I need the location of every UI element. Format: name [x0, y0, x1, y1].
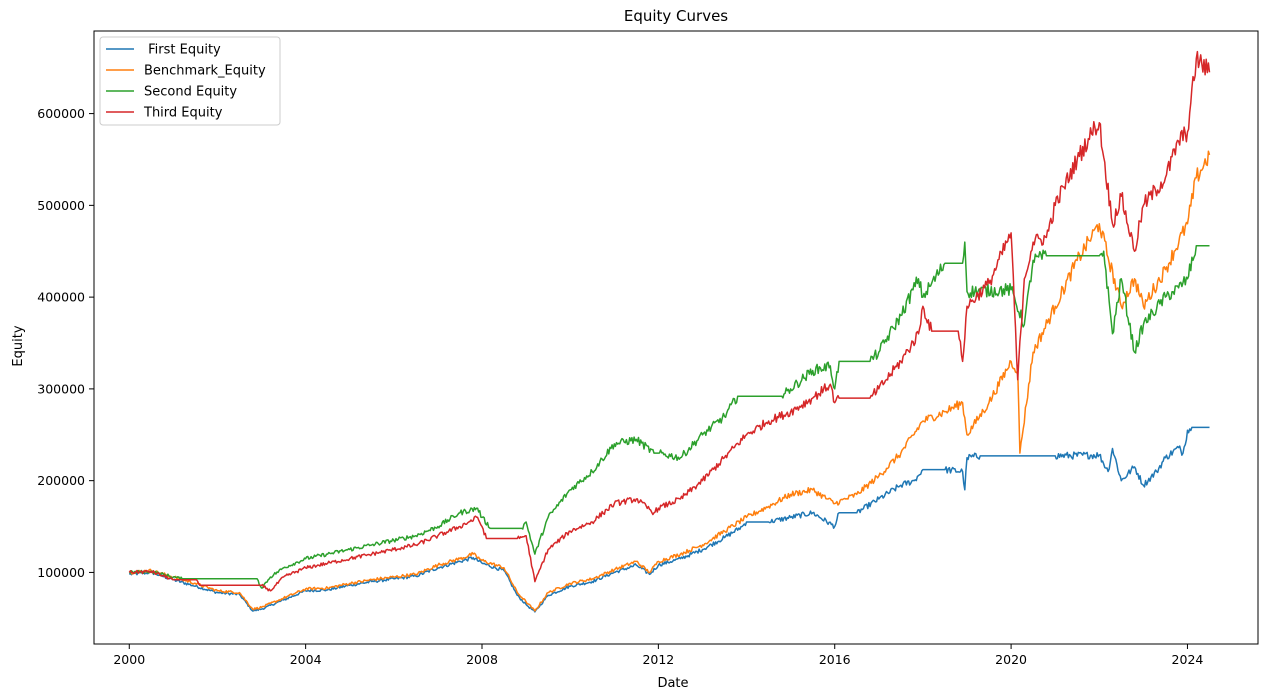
y-tick-label: 600000 — [37, 106, 85, 121]
x-tick-label: 2004 — [290, 652, 322, 667]
y-tick-label: 300000 — [37, 381, 85, 396]
x-tick-label: 2008 — [466, 652, 498, 667]
legend-label: Second Equity — [144, 85, 237, 100]
y-tick-label: 500000 — [37, 198, 85, 213]
x-tick-label: 2000 — [113, 652, 145, 667]
series-line-0 — [128, 426, 1210, 613]
series-line-1 — [128, 150, 1211, 612]
x-tick-label: 2012 — [642, 652, 674, 667]
series-line-2 — [128, 241, 1210, 589]
x-tick-label: 2016 — [819, 652, 851, 667]
legend-label: Third Equity — [143, 106, 223, 121]
x-tick-label: 2024 — [1172, 652, 1204, 667]
y-axis-ticks: 100000 200000 300000 400000 500000 600000 — [37, 106, 94, 580]
x-axis-ticks: 2000 2004 2008 2012 2016 2020 2024 — [113, 644, 1203, 667]
legend-box — [99, 36, 281, 126]
y-axis-label: Equity — [11, 325, 26, 366]
legend: First Equity Benchmark_Equity Second Equit… — [99, 36, 281, 126]
legend-label: Benchmark_Equity — [144, 64, 266, 79]
x-axis-label: Date — [657, 676, 688, 691]
x-tick-label: 2020 — [995, 652, 1027, 667]
legend-label: First Equity — [144, 43, 221, 58]
plot-frame — [93, 30, 1259, 645]
y-tick-label: 400000 — [37, 290, 85, 305]
chart-title: Equity Curves — [624, 7, 728, 25]
y-tick-label: 200000 — [37, 473, 85, 488]
y-tick-label: 100000 — [37, 565, 85, 580]
series-lines — [128, 50, 1211, 613]
series-line-3 — [128, 50, 1211, 592]
